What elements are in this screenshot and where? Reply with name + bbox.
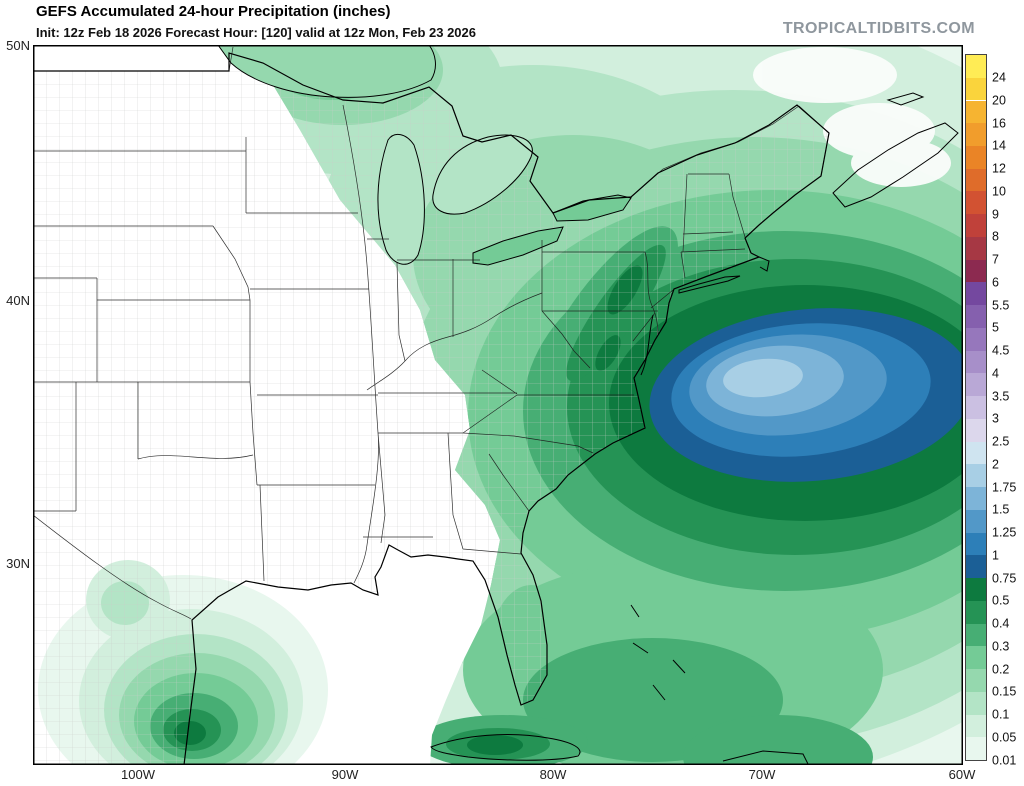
colorbar-cell — [966, 532, 986, 556]
colorbar-label: 3 — [992, 411, 999, 426]
colorbar-label: 0.3 — [992, 639, 1010, 654]
colorbar-label: 0.4 — [992, 616, 1010, 631]
colorbar-cell — [966, 646, 986, 670]
map-frame — [33, 45, 963, 765]
colorbar-label: 0.1 — [992, 707, 1010, 722]
colorbar-label: 0.5 — [992, 593, 1010, 608]
colorbar-label: 0.2 — [992, 661, 1010, 676]
chesapeake-bay — [640, 314, 654, 376]
colorbar-label: 14 — [992, 138, 1006, 153]
colorbar-cell — [966, 600, 986, 624]
colorbar-label: 0.05 — [992, 730, 1017, 745]
lon-label: 70W — [748, 767, 776, 782]
colorbar-label: 1.5 — [992, 502, 1010, 517]
lat-label: 30N — [6, 556, 30, 571]
colorbar-cell — [966, 327, 986, 351]
colorbar-cell — [966, 578, 986, 601]
colorbar-cell — [966, 214, 986, 237]
colorbar-cell — [966, 509, 986, 533]
colorbar-label: 5 — [992, 320, 999, 335]
dry-area-overlays — [753, 47, 951, 187]
colorbar-label: 4.5 — [992, 343, 1010, 358]
lake-superior — [217, 45, 436, 98]
colorbar-cell — [966, 77, 986, 101]
lake-michigan — [377, 133, 425, 265]
colorbar-cell — [966, 396, 986, 419]
colorbar-labels: 0.01 0.05 0.1 0.15 0.2 0.3 0.4 0.5 0.75 1 1.25 1.5 1… — [966, 55, 1024, 765]
colorbar-label: 4 — [992, 366, 999, 381]
colorbar-label: 1.75 — [992, 479, 1017, 494]
colorbar-label: 16 — [992, 115, 1006, 130]
lon-label: 80W — [539, 767, 567, 782]
colorbar-label: 20 — [992, 93, 1006, 108]
colorbar-cell — [966, 418, 986, 442]
colorbar-cell — [966, 555, 986, 579]
colorbar-label: 0.15 — [992, 684, 1017, 699]
colorbar-cell — [966, 350, 986, 374]
colorbar-cell — [966, 487, 986, 510]
colorbar-label: 1 — [992, 548, 999, 563]
long-island — [678, 275, 741, 294]
colorbar-cell — [966, 305, 986, 328]
colorbar-cell — [966, 145, 986, 169]
colorbar-cell — [966, 737, 986, 760]
colorbar-cell — [966, 714, 986, 738]
colorbar-cell — [966, 441, 986, 465]
colorbar-label: 2.5 — [992, 434, 1010, 449]
lon-label: 60W — [948, 767, 976, 782]
colorbar-label: 12 — [992, 161, 1006, 176]
lon-label: 100W — [121, 767, 155, 782]
colorbar-label: 2 — [992, 457, 999, 472]
colorbar-cell — [966, 691, 986, 715]
prince-edward-island — [886, 92, 925, 106]
cuba — [430, 734, 581, 761]
lake-huron — [432, 134, 533, 215]
colorbar-label: 6 — [992, 275, 999, 290]
colorbar-cell — [966, 623, 986, 647]
colorbar-cell — [966, 259, 986, 283]
colorbar-label: 0.01 — [992, 752, 1017, 767]
colorbar-label: 0.75 — [992, 570, 1017, 585]
colorbar-cell — [966, 168, 986, 192]
bahamas — [630, 604, 686, 701]
map-subtitle: Init: 12z Feb 18 2026 Forecast Hour: [12… — [36, 25, 476, 40]
colorbar: 0.01 0.05 0.1 0.15 0.2 0.3 0.4 0.5 0.75 1 1.25 1.5 1… — [965, 54, 1024, 766]
precipitation-map — [33, 45, 963, 765]
colorbar-cell — [966, 191, 986, 215]
colorbar-label: 8 — [992, 229, 999, 244]
cape-cod-hook — [758, 256, 770, 272]
lon-label: 90W — [331, 767, 359, 782]
colorbar-label: 9 — [992, 206, 999, 221]
colorbar-cell — [966, 669, 986, 692]
colorbar-label: 3.5 — [992, 388, 1010, 403]
lake-erie — [472, 226, 564, 266]
colorbar-cell — [966, 55, 986, 78]
colorbar-cell — [966, 100, 986, 124]
colorbar-cell — [966, 373, 986, 397]
map-title: GEFS Accumulated 24-hour Precipitation (… — [36, 3, 391, 20]
colorbar-cell — [966, 282, 986, 306]
lat-label: 50N — [6, 38, 30, 53]
lat-label: 40N — [6, 293, 30, 308]
colorbar-cells — [965, 54, 987, 761]
colorbar-label: 7 — [992, 252, 999, 267]
colorbar-label: 1.25 — [992, 525, 1017, 540]
nova-scotia — [832, 122, 959, 208]
colorbar-cell — [966, 236, 986, 260]
colorbar-cell — [966, 464, 986, 488]
colorbar-label: 10 — [992, 184, 1006, 199]
colorbar-label: 24 — [992, 70, 1006, 85]
colorbar-label: 5.5 — [992, 297, 1010, 312]
tropicaltidbits-watermark: TROPICALTIDBITS.COM — [782, 20, 975, 37]
colorbar-cell — [966, 123, 986, 146]
